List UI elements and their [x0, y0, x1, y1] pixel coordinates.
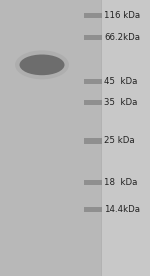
Text: 25 kDa: 25 kDa: [104, 136, 135, 145]
Text: 66.2kDa: 66.2kDa: [104, 33, 140, 42]
Text: 35  kDa: 35 kDa: [104, 98, 138, 107]
Text: 116 kDa: 116 kDa: [104, 11, 140, 20]
Bar: [84, 34, 102, 40]
Text: 14.4kDa: 14.4kDa: [104, 205, 140, 214]
Text: 45  kDa: 45 kDa: [104, 77, 138, 86]
Bar: [0, 0, 102, 276]
Bar: [84, 79, 102, 84]
Bar: [101, 0, 102, 276]
Bar: [84, 138, 102, 144]
Bar: [84, 100, 102, 105]
Bar: [84, 13, 102, 18]
Ellipse shape: [15, 50, 69, 79]
Bar: [84, 180, 102, 185]
Ellipse shape: [20, 55, 64, 75]
Text: 18  kDa: 18 kDa: [104, 178, 138, 187]
Bar: [84, 207, 102, 212]
